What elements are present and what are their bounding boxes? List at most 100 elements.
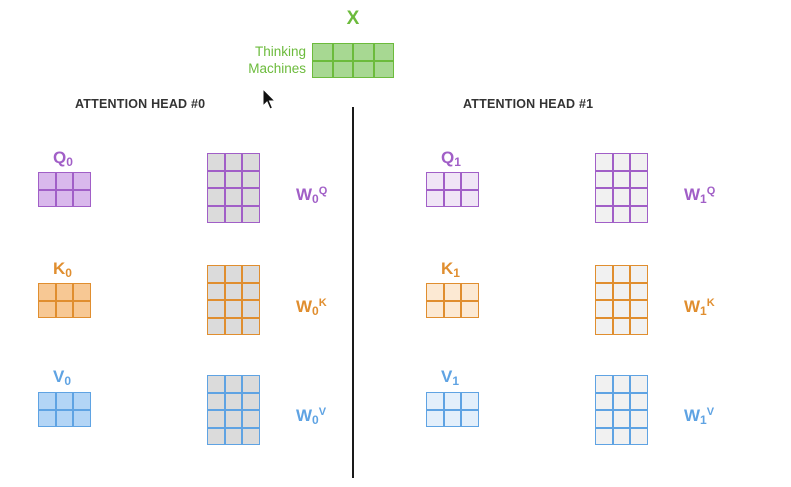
head-1-v-label: V1 [441, 367, 460, 388]
head-1-q-matrix-cell [461, 172, 479, 190]
head-1-w-k-matrix-cell [612, 282, 630, 300]
head-0-w-q-matrix-cell [224, 205, 242, 223]
mouse-cursor-icon [262, 88, 277, 110]
head-1-q-matrix-cell [443, 172, 461, 190]
head-1-w-q-matrix [595, 153, 648, 223]
head-1-w-q-matrix-cell [595, 188, 613, 206]
head-1-w-v-matrix [595, 375, 648, 445]
head-1-k-matrix [426, 283, 479, 318]
head-0-q-matrix-cell [73, 189, 91, 207]
head-1-w-v-matrix-cell [630, 410, 648, 428]
head-1-w-q-matrix-cell [612, 170, 630, 188]
head-1-q-matrix-cell [443, 189, 461, 207]
head-1-w-q-matrix-cell [630, 170, 648, 188]
head-0-w-q-matrix-cell [242, 205, 260, 223]
head-1-w-v-matrix-cell [630, 392, 648, 410]
head-1-w-v-matrix-cell [612, 392, 630, 410]
head-0-w-k-matrix-cell [207, 265, 225, 283]
head-0-q-matrix-cell [55, 172, 73, 190]
head-0-w-k-label: W0K [296, 297, 327, 318]
head-1-k-matrix-cell [461, 300, 479, 318]
head-0-w-v-matrix-cell [224, 427, 242, 445]
head-1-k-matrix-cell [426, 300, 444, 318]
head-0-w-q-matrix-cell [224, 188, 242, 206]
head-0-w-k-matrix [207, 265, 260, 335]
head-0-k-matrix-cell [38, 283, 56, 301]
head-0-w-k-matrix-cell [207, 300, 225, 318]
head-1-w-v-matrix-cell [612, 427, 630, 445]
head-0-v-matrix [38, 392, 91, 427]
head-1-w-k-matrix-cell [630, 282, 648, 300]
head-0-k-matrix-cell [38, 300, 56, 318]
head-0-q-label: Q0 [53, 148, 73, 169]
head-0-w-v-matrix-cell [224, 392, 242, 410]
head-0-v-matrix-cell [73, 392, 91, 410]
head-0-k-label: K0 [53, 259, 72, 280]
head-1-w-v-matrix-cell [595, 375, 613, 393]
head-0-w-q-matrix-cell [242, 188, 260, 206]
head-0-k-matrix-cell [73, 283, 91, 301]
head-0-v-matrix-cell [38, 392, 56, 410]
head-0-w-k-matrix-cell [242, 300, 260, 318]
input-matrix-cell [353, 43, 374, 61]
head-1-w-k-matrix-cell [595, 317, 613, 335]
head-1-w-k-matrix-cell [595, 282, 613, 300]
head-1-w-q-matrix-cell [595, 205, 613, 223]
head-0-q-matrix-cell [55, 189, 73, 207]
head-1-k-matrix-cell [461, 283, 479, 301]
head-0-v-matrix-cell [38, 409, 56, 427]
head-1-w-q-matrix-cell [612, 188, 630, 206]
head-1-w-k-matrix-cell [630, 317, 648, 335]
head-0-w-v-matrix-cell [207, 410, 225, 428]
head-0-w-k-matrix-cell [242, 265, 260, 283]
head-0-k-matrix [38, 283, 91, 318]
head-0-v-matrix-cell [55, 392, 73, 410]
head-0-q-matrix-cell [73, 172, 91, 190]
head-1-k-matrix-cell [443, 300, 461, 318]
head-0-w-v-matrix-cell [224, 410, 242, 428]
head-1-q-label: Q1 [441, 148, 461, 169]
head-0-w-v-matrix-cell [207, 392, 225, 410]
head-1-v-matrix-cell [443, 409, 461, 427]
head-1-w-q-label: W1Q [684, 185, 716, 206]
head-0-v-label: V0 [53, 367, 72, 388]
head-1-w-q-matrix-cell [630, 205, 648, 223]
head-0-w-k-matrix-cell [224, 282, 242, 300]
head-1-w-q-matrix-cell [630, 153, 648, 171]
head-1-title: ATTENTION HEAD #1 [463, 97, 594, 111]
head-1-w-k-matrix-cell [595, 300, 613, 318]
head-0-w-q-matrix [207, 153, 260, 223]
head-0-w-k-matrix-cell [224, 265, 242, 283]
head-1-w-v-matrix-cell [612, 410, 630, 428]
head-0-q-matrix-cell [38, 189, 56, 207]
input-words: Thinking Machines [228, 43, 306, 77]
head-1-v-matrix-cell [461, 392, 479, 410]
head-1-v-matrix-cell [443, 392, 461, 410]
head-1-w-q-matrix-cell [595, 170, 613, 188]
head-0-w-q-matrix-cell [207, 153, 225, 171]
head-1-w-v-matrix-cell [630, 427, 648, 445]
head-1-w-v-matrix-cell [595, 410, 613, 428]
head-0-w-q-matrix-cell [207, 205, 225, 223]
head-1-v-matrix-cell [461, 409, 479, 427]
head-0-w-k-matrix-cell [207, 317, 225, 335]
head-0-k-matrix-cell [55, 300, 73, 318]
head-1-q-matrix-cell [461, 189, 479, 207]
head-0-w-k-matrix-cell [207, 282, 225, 300]
head-1-k-label: K1 [441, 259, 460, 280]
input-matrix-label: X [346, 8, 360, 29]
head-1-w-k-matrix-cell [612, 317, 630, 335]
input-word-2: Machines [248, 61, 306, 76]
head-0-w-v-matrix-cell [242, 427, 260, 445]
head-1-w-v-matrix-cell [612, 375, 630, 393]
head-0-k-matrix-cell [73, 300, 91, 318]
head-0-w-q-matrix-cell [224, 170, 242, 188]
input-matrix-cell [332, 60, 353, 78]
head-1-w-k-matrix [595, 265, 648, 335]
head-0-w-q-label: W0Q [296, 185, 328, 206]
head-1-q-matrix-cell [426, 189, 444, 207]
head-1-w-k-matrix-cell [630, 265, 648, 283]
head-0-w-v-matrix [207, 375, 260, 445]
head-1-w-v-matrix-cell [595, 427, 613, 445]
input-matrix-cell [312, 43, 333, 61]
